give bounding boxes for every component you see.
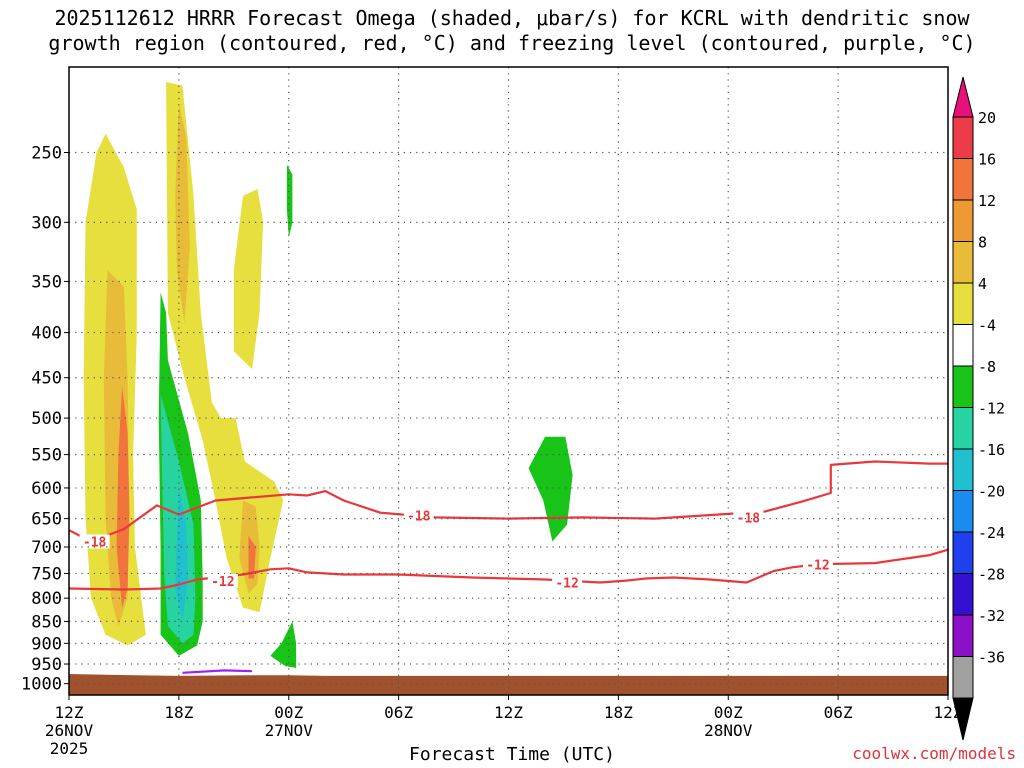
y-tick-label: 400 [31, 324, 62, 344]
contour-label-bg [79, 534, 110, 549]
y-tick-label: 250 [31, 143, 62, 163]
colorbar: 20 16 12 8 4 -4 -8 -12 -16 -20 -24 -28 -32 -36 [952, 76, 1005, 741]
y-tick-label: 550 [31, 446, 62, 466]
x-tick-label: 00Z [714, 703, 743, 722]
contour-label-bg [207, 574, 238, 589]
omega-region [286, 164, 293, 238]
plot-area: -18 -18 -18 -12 -12 -12 [69, 82, 948, 695]
contour-label-bg [733, 510, 764, 525]
contour-label-bg [403, 508, 434, 523]
colorbar-label: 4 [978, 275, 987, 293]
omega-region [116, 386, 130, 608]
chart-title-line2: growth region (contoured, red, °C) and f… [48, 31, 976, 55]
colorbar-label: -32 [978, 607, 1005, 625]
y-tick-label: 1000 [21, 675, 62, 695]
freezing-level-contour [182, 669, 253, 674]
y-tick-label: 450 [31, 369, 62, 389]
y-tick-label: 600 [31, 479, 62, 499]
terrain-fill [69, 674, 948, 695]
colorbar-swatch [952, 490, 974, 533]
chart-title: 2025112612 HRRR Forecast Omega (shaded, … [0, 6, 1024, 56]
y-tick-label: 300 [31, 213, 62, 233]
colorbar-swatch [952, 656, 974, 699]
contour-label: -18 [737, 511, 761, 526]
x-tick-label: 12Z [55, 703, 84, 722]
colorbar-label: -4 [978, 317, 996, 335]
chart-title-line1: 2025112612 HRRR Forecast Omega (shaded, … [54, 6, 970, 30]
x-tick-date: 26NOV [45, 721, 94, 740]
contour-label: -18 [83, 535, 107, 550]
source-credit[interactable]: coolwx.com/models [852, 744, 1016, 763]
colorbar-label: -16 [978, 441, 1005, 459]
colorbar-swatch [952, 407, 974, 450]
colorbar-swatch [952, 282, 974, 325]
contour-label: -18 [407, 510, 431, 525]
contour-label-bg [802, 557, 833, 572]
colorbar-label: -28 [978, 566, 1005, 584]
x-tick-date: 28NOV [704, 721, 753, 740]
colorbar-top-arrow [952, 76, 974, 118]
x-tick-year: 2025 [50, 739, 89, 758]
y-tick-label: 500 [31, 409, 62, 429]
dendritic-snow-growth-contour [69, 548, 948, 591]
y-tick-label: 900 [31, 634, 62, 654]
contour-label: -12 [555, 577, 578, 592]
y-tick-label: 700 [31, 538, 62, 558]
x-tick-label: 18Z [604, 703, 633, 722]
omega-region [248, 535, 256, 579]
omega-region [270, 621, 297, 668]
colorbar-label: -8 [978, 358, 996, 376]
y-tick-label: 850 [31, 612, 62, 632]
y-tick-label: 800 [31, 589, 62, 609]
x-axis-label: Forecast Time (UTC) [409, 744, 615, 765]
colorbar-label: 20 [978, 109, 996, 127]
y-tick-label: 750 [31, 564, 62, 584]
omega-region [175, 103, 190, 323]
y-tick-label: 950 [31, 655, 62, 675]
omega-region [233, 189, 264, 370]
contour-label: -12 [806, 559, 829, 574]
x-tick-label: 00Z [274, 703, 303, 722]
y-tick-label: 350 [31, 272, 62, 292]
colorbar-bottom-arrow [952, 697, 974, 741]
colorbar-swatch [952, 324, 974, 367]
y-tick-label: 650 [31, 510, 62, 530]
colorbar-swatch [952, 573, 974, 616]
colorbar-swatch [952, 531, 974, 574]
colorbar-label: 16 [978, 151, 996, 169]
colorbar-label: 8 [978, 234, 987, 252]
x-tick-date: 27NOV [265, 721, 314, 740]
colorbar-swatch [952, 241, 974, 284]
colorbar-label: -20 [978, 483, 1005, 501]
colorbar-label: 12 [978, 192, 996, 210]
x-tick-label: 18Z [164, 703, 193, 722]
colorbar-swatch [952, 448, 974, 491]
colorbar-swatch [952, 199, 974, 242]
contour-label: -12 [211, 575, 234, 590]
x-tick-label: 12Z [494, 703, 523, 722]
x-tick-label: 06Z [824, 703, 853, 722]
colorbar-swatch [952, 116, 974, 159]
x-tick-label: 06Z [384, 703, 413, 722]
colorbar-swatch [952, 158, 974, 201]
colorbar-label: -12 [978, 400, 1005, 418]
grid-lines [69, 67, 948, 695]
colorbar-label: -36 [978, 649, 1005, 667]
colorbar-swatch [952, 614, 974, 657]
contour-label-bg [552, 575, 583, 590]
colorbar-swatch [952, 365, 974, 408]
omega-region [166, 82, 284, 613]
omega-region [528, 436, 573, 542]
colorbar-label: -24 [978, 524, 1005, 542]
